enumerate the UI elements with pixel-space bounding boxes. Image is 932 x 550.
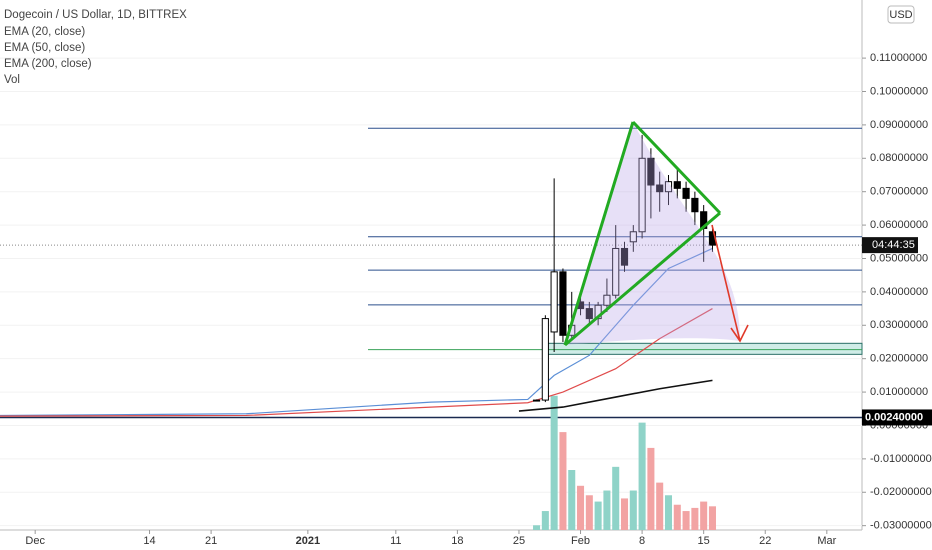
volume-bar (620, 498, 629, 530)
triangle (563, 120, 722, 347)
volume-bar (533, 525, 541, 530)
y-tick-label: 0.01000000 (870, 386, 928, 398)
volume-bar (647, 447, 655, 530)
ema-line (0, 247, 713, 417)
y-tick-label: 0.10000000 (870, 85, 928, 97)
candle-body (603, 294, 611, 306)
x-tick-label: 22 (759, 535, 771, 547)
volume-bar (691, 507, 699, 530)
countdown: 04:44:35 (872, 239, 915, 251)
y-tick-label: 0.11000000 (870, 52, 927, 64)
x-tick-label: 15 (698, 535, 710, 547)
candle-body (559, 271, 567, 336)
volume-bar (656, 482, 664, 530)
volume-bar (682, 511, 690, 530)
x-tick-label: Dec (25, 535, 45, 547)
y-tick-label: 0.08000000 (870, 152, 928, 164)
symbol-title: Dogecoin / US Dollar, 1D, BITTREX (4, 9, 187, 21)
candle-body (664, 181, 673, 193)
volume-bar (577, 485, 585, 530)
y-tick-label: 0.04000000 (870, 286, 928, 298)
volume-bar (550, 395, 558, 530)
arrow (711, 224, 749, 343)
volume-bar (629, 490, 637, 530)
support-zone (544, 342, 863, 355)
y-tick-label: 0.09000000 (870, 119, 928, 131)
x-tick-label: 18 (451, 535, 463, 547)
countdown-box (862, 237, 918, 254)
x-tick-label: 14 (143, 535, 155, 547)
ema-line (518, 379, 713, 412)
volume-bar (612, 466, 620, 530)
candle-body (532, 399, 541, 402)
x-tick-label: 25 (513, 535, 525, 547)
y-tick-label: -0.03000000 (870, 520, 932, 532)
projection-area (565, 122, 740, 345)
candle-body (541, 318, 549, 401)
y-tick-label: 0.05000000 (870, 252, 928, 264)
legend-item: EMA (50, close) (4, 42, 85, 54)
y-tick-label: 0.06000000 (870, 219, 928, 231)
volume-bar (673, 504, 681, 530)
legend-item: EMA (200, close) (4, 58, 92, 70)
legend-item: EMA (20, close) (4, 26, 85, 38)
candle-body (691, 197, 699, 213)
candle-body (550, 271, 558, 333)
volume-bar (638, 422, 646, 530)
y-tick-label: 0.02000000 (870, 353, 928, 365)
volume-bar (708, 506, 716, 530)
candle-body (612, 247, 620, 296)
x-tick-label: Feb (571, 535, 590, 547)
currency[interactable]: USD (889, 9, 912, 21)
candle-body (682, 187, 690, 199)
price-axis (862, 0, 932, 550)
candle-body (656, 184, 664, 193)
currency-badge[interactable] (887, 5, 915, 24)
candle-body (620, 247, 629, 266)
volume-bar (568, 470, 576, 530)
price-label: 0.00240000 (865, 411, 923, 423)
candle-body (638, 157, 646, 233)
volume-bar (585, 495, 593, 530)
volume-bar (700, 501, 708, 530)
x-tick-label: 21 (205, 535, 217, 547)
volume-bar (594, 501, 602, 530)
candle-body (629, 231, 637, 243)
candle-body (647, 157, 655, 186)
x-tick-label: 11 (390, 535, 401, 547)
x-tick-label: Mar (817, 535, 836, 547)
drawings (563, 120, 749, 347)
plot (0, 57, 863, 530)
x-tick-label: 2021 (296, 535, 320, 547)
y-tick-label: -0.02000000 (870, 486, 932, 498)
y-tick-label: -0.01000000 (870, 453, 932, 465)
price-label-box (862, 409, 932, 426)
volume-bar (559, 432, 567, 530)
volume-bar (664, 495, 673, 530)
volume-bar (541, 511, 549, 530)
x-tick-label: 8 (639, 535, 645, 547)
y-tick-label: 0.07000000 (870, 186, 928, 198)
volume-bar (603, 490, 611, 530)
y-tick-label: 0.03000000 (870, 319, 928, 331)
candle-body (673, 181, 681, 189)
candle-body (585, 308, 593, 320)
legend-item: Vol (4, 74, 20, 86)
